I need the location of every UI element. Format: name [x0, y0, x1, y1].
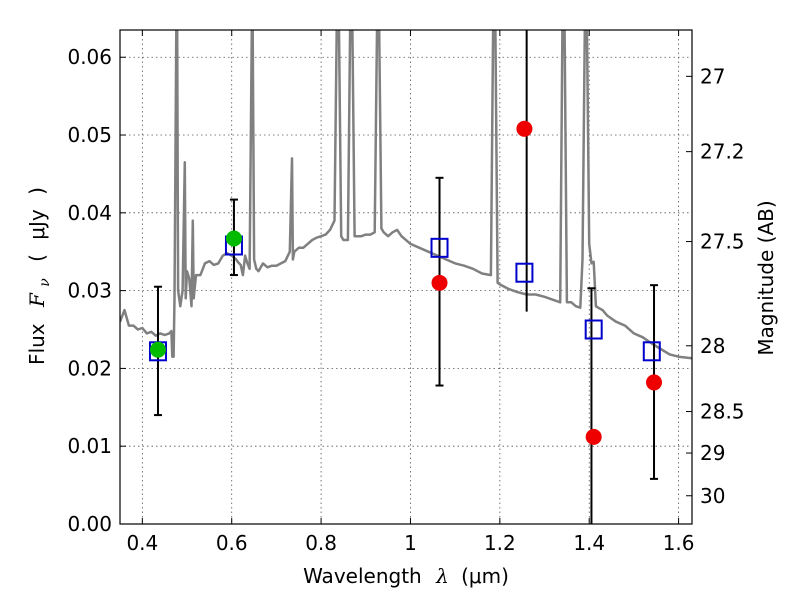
x-tick-label-2: 0.8	[305, 531, 337, 555]
x-tick-label-1: 0.6	[216, 531, 248, 555]
x-tick-label-3: 1	[404, 531, 417, 555]
y-tick-label-2: 0.02	[67, 356, 112, 380]
y2-tick-label-6: 30	[700, 484, 725, 508]
y-tick-label-5: 0.05	[67, 123, 112, 147]
x-tick-label-6: 1.6	[663, 531, 695, 555]
spectrum-line	[120, 30, 692, 360]
model-square-2	[430, 237, 449, 258]
y2-tick-label-0: 27	[700, 64, 725, 88]
red-point-1	[516, 120, 533, 137]
plot-frame	[119, 29, 693, 525]
green-point-1	[225, 230, 242, 247]
y-label-nu: ν	[37, 278, 53, 287]
y2-tick-label-3: 28	[700, 334, 725, 358]
y-tick-label-4: 0.04	[67, 201, 112, 225]
y-tick-label-6: 0.06	[67, 45, 112, 69]
spectrum-layer	[120, 30, 692, 360]
grid-layer	[120, 30, 692, 524]
x-tick-label-0: 0.4	[126, 531, 158, 555]
y-tick-label-3: 0.03	[67, 279, 112, 303]
model-square-5	[642, 341, 661, 362]
y2-tick-label-2: 27.5	[700, 230, 745, 254]
x-axis-label: Wavelength λ (μm)	[303, 564, 509, 588]
y-tick-label-0: 0.00	[67, 512, 112, 536]
model-square-4	[584, 319, 603, 340]
green-point-0	[149, 341, 166, 358]
red-point-2	[585, 428, 602, 445]
y2-axis-label: Magnitude (AB)	[754, 200, 778, 355]
tick-layer: 0.4 0.6 0.8 1 1.2 1.4 1.6 0.00 0.01 0.02 0.03 0.04 0…	[67, 30, 745, 555]
y-label-f: F	[25, 292, 49, 308]
x-tick-label-4: 1.2	[484, 531, 516, 555]
y-label-open-paren: (	[25, 254, 49, 262]
y-label-close-paren: )	[25, 187, 49, 195]
x-label-lambda: λ	[435, 564, 449, 588]
y-tick-label-1: 0.01	[67, 434, 112, 458]
y-axis-label: Flux F ν ( μJy )	[25, 187, 54, 365]
x-tick-label-5: 1.4	[573, 531, 605, 555]
observed-layer	[149, 120, 663, 445]
x-label-unit: (μm)	[461, 564, 509, 588]
x-label-word: Wavelength	[303, 564, 422, 588]
y-label-unit: μJy	[25, 209, 49, 240]
y-label-word: Flux	[25, 323, 49, 365]
y2-tick-label-4: 28.5	[700, 400, 745, 424]
red-point-3	[646, 374, 663, 391]
y2-tick-label-1: 27.2	[700, 140, 745, 164]
red-point-0	[431, 274, 448, 291]
model-square-3	[515, 262, 534, 283]
y2-tick-label-5: 29	[700, 441, 725, 465]
